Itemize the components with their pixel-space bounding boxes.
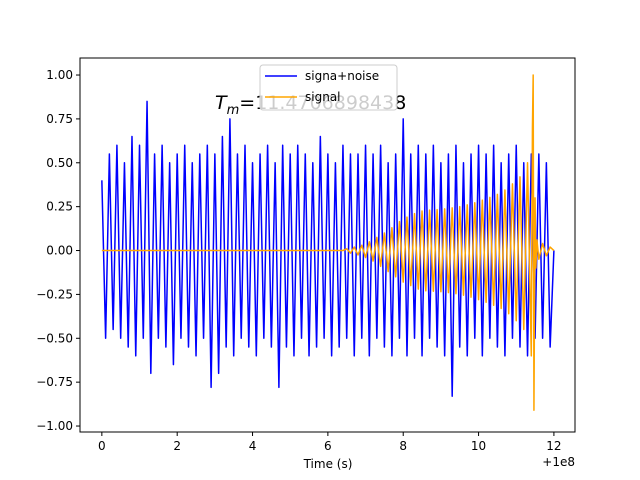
y-tick-label: −0.75 — [36, 375, 73, 389]
x-tick-label: 8 — [399, 439, 407, 453]
x-tick-label: 4 — [249, 439, 257, 453]
y-tick-label: −0.25 — [36, 287, 73, 301]
x-tick-label: 2 — [173, 439, 181, 453]
axes-frame — [79, 57, 576, 433]
legend: signa+noise signal — [259, 64, 398, 111]
x-tick-label: 12 — [546, 439, 561, 453]
y-tick-label: −0.50 — [36, 331, 73, 345]
y-tick-label: 0.75 — [46, 112, 73, 126]
plot-area — [101, 74, 555, 411]
legend-label: signal — [305, 90, 341, 104]
y-tick-label: 0.25 — [46, 200, 73, 214]
x-axis-label: Time (s) — [303, 457, 353, 471]
series-line — [101, 100, 555, 397]
annotation-symbol: T — [215, 92, 228, 114]
x-tick-label: 0 — [98, 439, 106, 453]
y-tick-label: 1.00 — [46, 68, 73, 82]
legend-label: signa+noise — [305, 69, 379, 83]
y-tick-label: 0.50 — [46, 156, 73, 170]
y-tick-label: −1.00 — [36, 419, 73, 433]
series-line — [101, 74, 555, 411]
x-tick-label: 10 — [471, 439, 486, 453]
y-tick-label: 0.00 — [46, 244, 73, 258]
annotation-subscript: m — [227, 103, 240, 118]
x-tick-label: 6 — [324, 439, 332, 453]
x-offset-label: +1e8 — [542, 455, 575, 469]
